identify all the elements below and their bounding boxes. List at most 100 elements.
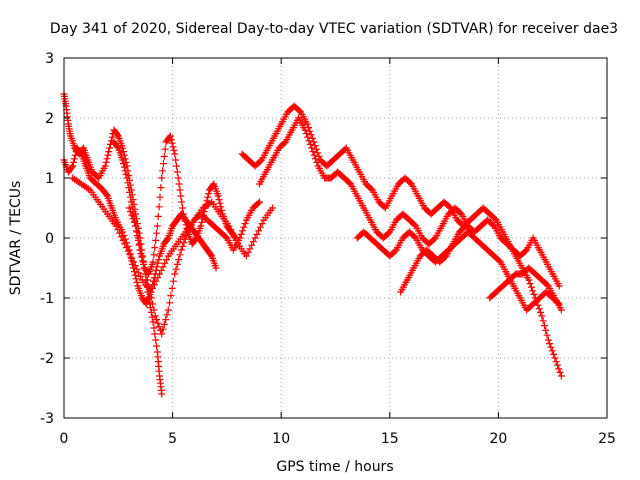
data-point (173, 162, 181, 170)
data-point (406, 179, 414, 187)
data-point (149, 258, 157, 266)
data-point (108, 133, 116, 141)
data-point (345, 179, 353, 187)
data-point (248, 241, 256, 249)
data-point (102, 158, 110, 166)
data-point (174, 174, 182, 182)
data-point (310, 151, 318, 159)
data-point (123, 244, 131, 252)
data-point (124, 247, 132, 255)
series-6 (255, 114, 563, 290)
data-point (150, 251, 158, 259)
data-point (175, 256, 183, 264)
y-tick-label: -1 (40, 291, 54, 307)
data-point (230, 233, 238, 241)
data-point (255, 198, 263, 206)
data-point (167, 136, 175, 144)
data-point (521, 247, 529, 255)
x-tick-label: 15 (381, 431, 399, 447)
data-point (467, 227, 475, 235)
data-point (205, 190, 213, 198)
data-point (269, 204, 277, 212)
data-point (212, 264, 220, 272)
x-tick-label: 0 (60, 431, 69, 447)
data-point (130, 258, 138, 266)
y-tick-label: 3 (45, 51, 54, 67)
data-point (156, 270, 164, 278)
data-point (122, 170, 130, 178)
data-point (146, 299, 154, 307)
data-point (159, 263, 167, 271)
data-point (119, 236, 127, 244)
data-point (313, 158, 321, 166)
data-point (117, 233, 125, 241)
data-point (133, 228, 141, 236)
y-tick-label: -3 (40, 411, 54, 427)
data-point (537, 308, 545, 316)
data-point (555, 282, 563, 290)
data-point (133, 278, 141, 286)
data-point (241, 220, 249, 228)
data-point (197, 222, 205, 230)
data-point (173, 260, 181, 268)
data-point (242, 252, 250, 260)
data-point (550, 350, 558, 358)
data-point (171, 150, 179, 158)
x-tick-label: 20 (489, 431, 507, 447)
data-point (179, 204, 187, 212)
data-point (530, 290, 538, 298)
data-point (150, 324, 158, 332)
data-point (468, 228, 476, 236)
data-point (535, 305, 543, 313)
data-point (204, 193, 212, 201)
data-point (128, 211, 136, 219)
x-tick-label: 25 (598, 431, 616, 447)
data-point (163, 235, 171, 243)
axis-ticks (63, 57, 608, 419)
data-point (120, 163, 128, 171)
data-point (120, 160, 128, 168)
data-point (192, 235, 200, 243)
grid (64, 58, 607, 418)
series-1 (60, 144, 220, 308)
data-point (128, 203, 136, 211)
data-point (303, 120, 311, 128)
data-point (154, 212, 162, 220)
data-point (113, 143, 121, 151)
data-points (60, 90, 565, 398)
data-point (126, 188, 134, 196)
data-point (173, 168, 181, 176)
data-point (163, 311, 171, 319)
data-point (159, 160, 167, 168)
data-point (542, 326, 550, 334)
data-point (214, 192, 222, 200)
data-point (177, 192, 185, 200)
data-point (155, 256, 163, 264)
data-point (153, 229, 161, 237)
data-point (246, 245, 254, 253)
data-point (164, 306, 172, 314)
data-point (130, 218, 138, 226)
data-point (546, 340, 554, 348)
data-point (384, 229, 392, 237)
x-tick-labels: 0 5 10 15 20 25 (60, 431, 616, 447)
data-point (162, 316, 170, 324)
data-point (141, 264, 149, 272)
data-point (244, 248, 252, 256)
data-point (152, 336, 160, 344)
data-point (239, 227, 247, 235)
data-point (114, 226, 122, 234)
data-point (547, 343, 555, 351)
data-point (103, 191, 111, 199)
data-point (161, 145, 169, 153)
data-point (540, 322, 548, 330)
data-point (171, 270, 179, 278)
data-point (150, 306, 158, 314)
data-point (170, 146, 178, 154)
data-point (526, 280, 534, 288)
data-point (548, 347, 556, 355)
data-point (543, 281, 551, 289)
data-point (225, 222, 233, 230)
data-point (119, 156, 127, 164)
data-point (256, 223, 264, 231)
